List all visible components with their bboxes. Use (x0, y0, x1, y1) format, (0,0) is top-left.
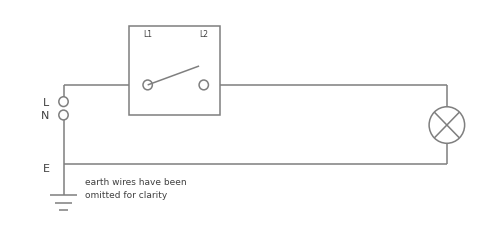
Text: L: L (43, 97, 50, 107)
Ellipse shape (59, 111, 68, 120)
Text: earth wires have been: earth wires have been (85, 178, 186, 187)
Text: omitted for clarity: omitted for clarity (85, 190, 167, 199)
Bar (129, 27, 220, 116)
Text: L1: L1 (143, 30, 152, 39)
Text: E: E (42, 164, 50, 174)
Ellipse shape (199, 81, 208, 91)
Text: N: N (41, 110, 50, 121)
Text: L2: L2 (199, 30, 208, 39)
Ellipse shape (429, 107, 465, 144)
Ellipse shape (143, 81, 152, 91)
Ellipse shape (59, 97, 68, 107)
